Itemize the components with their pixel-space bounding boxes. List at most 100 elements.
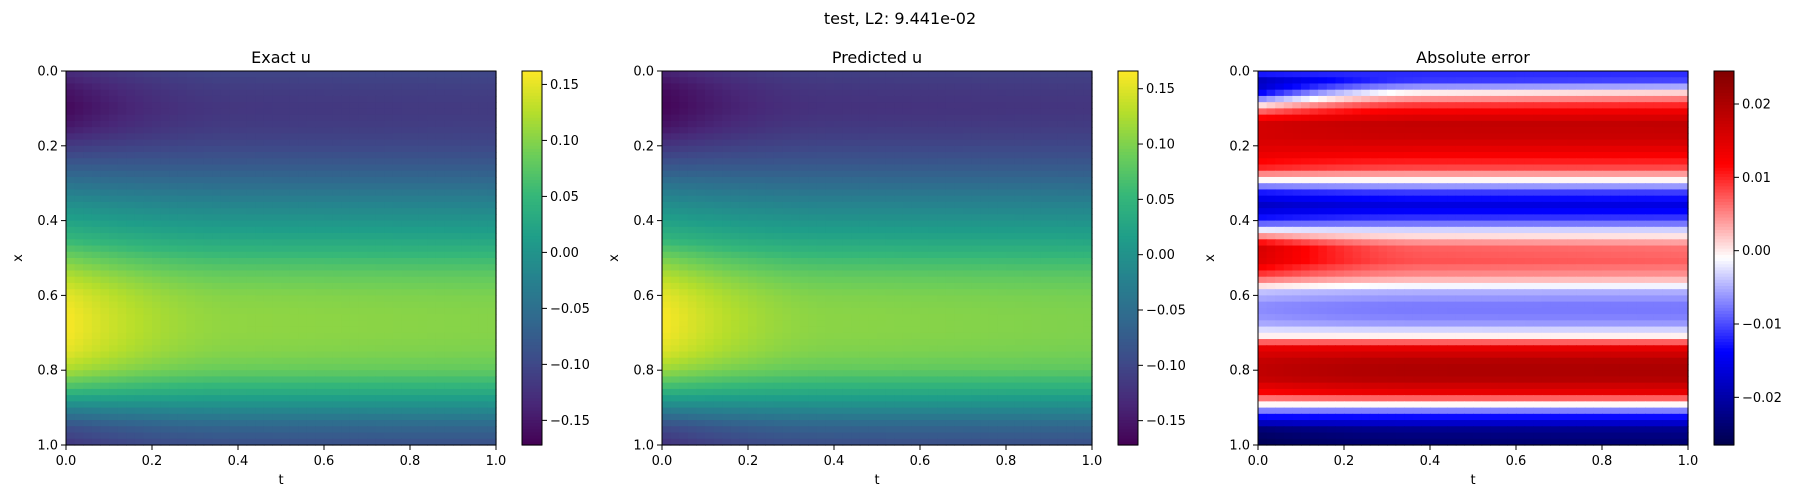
heatmap-cell	[791, 170, 801, 178]
heatmap-cell	[954, 258, 964, 265]
heatmap-cell	[444, 89, 454, 97]
heatmap-cell	[1049, 145, 1059, 153]
heatmap-cell	[195, 195, 205, 203]
heatmap-cell	[696, 164, 706, 172]
heatmap-cell	[324, 164, 334, 172]
heatmap-cell	[74, 195, 84, 203]
heatmap-cell	[427, 208, 437, 215]
heatmap-cell	[444, 401, 454, 409]
heatmap-cell	[83, 152, 93, 159]
heatmap-cell	[143, 226, 153, 234]
heatmap-cell	[911, 164, 921, 172]
colorbar-segment	[522, 392, 542, 396]
heatmap-cell	[263, 195, 273, 203]
heatmap-cell	[186, 388, 196, 396]
heatmap-cell	[885, 139, 895, 147]
heatmap-cell	[444, 413, 454, 421]
heatmap-cell	[349, 183, 359, 191]
heatmap-cell	[384, 370, 394, 378]
heatmap-cell	[937, 120, 947, 128]
colorbar-segment	[522, 363, 542, 368]
heatmap-cell	[160, 183, 170, 191]
heatmap-cell	[332, 183, 342, 191]
heatmap-cell	[169, 351, 179, 359]
colorbar-segment	[522, 145, 542, 150]
heatmap-cell	[730, 108, 740, 116]
heatmap-cell	[713, 102, 723, 109]
heatmap-cell	[937, 95, 947, 103]
heatmap-cell	[470, 208, 480, 215]
heatmap-cell	[1083, 176, 1093, 184]
heatmap-cell	[842, 289, 852, 296]
heatmap-cell	[971, 251, 981, 259]
heatmap-cell	[427, 382, 437, 390]
heatmap-cell	[954, 264, 964, 272]
heatmap-cell	[1040, 201, 1050, 209]
heatmap-cell	[126, 108, 136, 116]
heatmap-cell	[177, 420, 187, 427]
heatmap-cell	[877, 295, 887, 303]
heatmap-cell	[478, 139, 488, 147]
heatmap-cell	[730, 164, 740, 172]
heatmap-cell	[169, 89, 179, 97]
heatmap-cell	[435, 339, 445, 346]
heatmap-cell	[341, 314, 351, 321]
heatmap-cell	[126, 89, 136, 97]
heatmap-cell	[705, 195, 715, 203]
heatmap-cell	[66, 152, 76, 159]
heatmap-cell	[1083, 258, 1093, 265]
heatmap-cell	[1031, 164, 1041, 172]
heatmap-cell	[332, 339, 342, 346]
heatmap-cell	[324, 307, 334, 315]
heatmap-cell	[263, 351, 273, 359]
heatmap-cell	[851, 282, 861, 290]
heatmap-cell	[74, 201, 84, 209]
heatmap-cell	[997, 77, 1007, 85]
heatmap-cell	[765, 139, 775, 147]
heatmap-cell	[920, 289, 930, 296]
heatmap-cell	[126, 152, 136, 159]
heatmap-cell	[410, 282, 420, 290]
heatmap-cell	[885, 282, 895, 290]
heatmap-cell	[169, 289, 179, 296]
heatmap-cell	[1057, 220, 1067, 228]
heatmap-cell	[229, 127, 239, 134]
heatmap-cell	[91, 83, 101, 91]
heatmap-cell	[461, 83, 471, 91]
heatmap-cell	[289, 220, 299, 228]
heatmap-cell	[126, 407, 136, 415]
heatmap-cell	[143, 282, 153, 290]
heatmap-cell	[713, 295, 723, 303]
heatmap-cell	[263, 407, 273, 415]
heatmap-cell	[782, 176, 792, 184]
heatmap-cell	[739, 114, 749, 122]
heatmap-cell	[444, 295, 454, 303]
heatmap-cell	[238, 376, 248, 384]
heatmap-cell	[74, 401, 84, 409]
heatmap-cell	[341, 127, 351, 134]
heatmap-cell	[1074, 83, 1084, 91]
heatmap-cell	[212, 264, 222, 272]
heatmap-cell	[722, 195, 732, 203]
heatmap-cell	[143, 239, 153, 247]
heatmap-cell	[765, 158, 775, 166]
heatmap-cell	[756, 245, 766, 253]
heatmap-cell	[177, 326, 187, 334]
heatmap-cell	[730, 114, 740, 122]
heatmap-cell	[842, 264, 852, 272]
heatmap-cell	[324, 314, 334, 321]
heatmap-cell	[1006, 282, 1016, 290]
heatmap-cell	[1083, 170, 1093, 178]
heatmap-cell	[478, 363, 488, 371]
heatmap-cell	[453, 370, 463, 378]
heatmap-cell	[384, 83, 394, 91]
heatmap-cell	[799, 152, 809, 159]
heatmap-cell	[435, 195, 445, 203]
heatmap-cell	[298, 339, 308, 346]
heatmap-cell	[281, 258, 291, 265]
heatmap-cell	[825, 127, 835, 134]
heatmap-cell	[851, 214, 861, 222]
heatmap-cell	[980, 195, 990, 203]
heatmap-cell	[756, 295, 766, 303]
heatmap-cell	[263, 295, 273, 303]
